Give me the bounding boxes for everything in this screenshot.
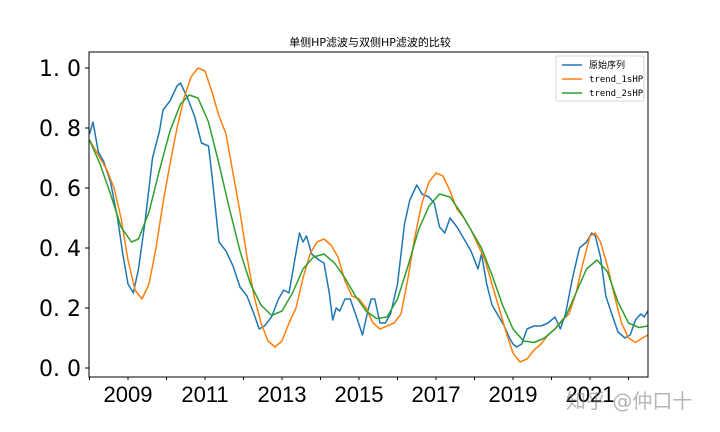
- series-line-0: [89, 82, 648, 348]
- legend-label-trend-2shp: trend_2sHP: [589, 89, 644, 99]
- series-line-2: [89, 94, 648, 344]
- x-tick-label: 2021: [566, 382, 615, 407]
- plot-lines: [89, 67, 648, 363]
- x-tick-label: 2011: [181, 382, 228, 407]
- y-tick-label: 0. 0: [39, 357, 81, 382]
- legend-label-original: 原始序列: [589, 59, 625, 71]
- y-tick-label: 0. 8: [39, 117, 81, 142]
- watermark: 知乎 @仲口十: [566, 389, 693, 413]
- legend: 原始序列 trend_1sHP trend_2sHP: [555, 55, 645, 102]
- x-tick-label: 2019: [489, 382, 538, 407]
- x-tick-label: 2009: [104, 382, 153, 407]
- y-axis: 0. 0 0. 2 0. 4 0. 6 0. 8 1. 0: [39, 57, 89, 382]
- x-tick-label: 2015: [335, 382, 384, 407]
- x-axis: 2009 2011 2013 2015 2017 2019 2021: [89, 377, 629, 407]
- y-tick-label: 1. 0: [39, 57, 81, 82]
- x-tick-label: 2017: [412, 382, 461, 407]
- y-tick-label: 0. 6: [39, 177, 81, 202]
- legend-label-trend-1shp: trend_1sHP: [589, 75, 644, 85]
- y-tick-label: 0. 2: [39, 297, 81, 322]
- legend-box: [555, 55, 645, 102]
- chart-title: 单侧HP滤波与双侧HP滤波的比较: [289, 35, 451, 49]
- plot-frame: [88, 51, 649, 378]
- y-tick-label: 0. 4: [39, 237, 81, 262]
- x-tick-label: 2013: [258, 382, 307, 407]
